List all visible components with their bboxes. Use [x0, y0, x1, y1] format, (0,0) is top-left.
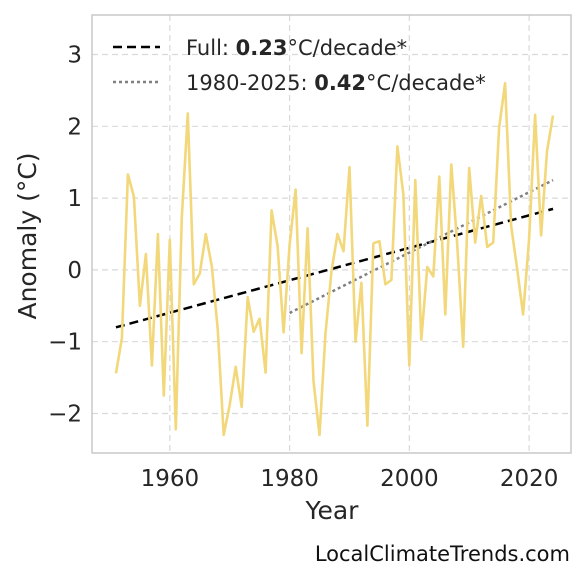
trend-lines [115, 179, 554, 329]
y-tick-label: 2 [67, 114, 82, 140]
legend-value: 0.23 [236, 36, 288, 60]
grid [92, 15, 571, 453]
legend-value: 0.42 [314, 71, 366, 95]
x-tick-label: 1980 [260, 466, 319, 492]
legend-suffix: °C/decade* [288, 36, 408, 60]
x-tick-label: 2000 [380, 466, 439, 492]
x-tick-labels: 1960 1980 2000 2020 [141, 466, 559, 492]
series [114, 81, 555, 437]
recent-trend-line [289, 179, 554, 315]
anomaly-series-line [114, 81, 555, 437]
x-axis-label: Year [305, 496, 360, 525]
y-axis-label: Anomaly (°C) [13, 152, 42, 319]
y-tick-label: −1 [48, 330, 82, 356]
y-tick-label: 3 [67, 42, 82, 68]
legend-prefix: Full: [186, 36, 236, 60]
y-tick-labels: −2 −1 0 1 2 3 [48, 42, 82, 427]
y-tick-label: 0 [67, 258, 82, 284]
plot-frame [91, 14, 572, 454]
legend-entry-recent-trend: 1980-2025: 0.42°C/decade* [186, 71, 486, 95]
x-tick-label: 1960 [141, 466, 200, 492]
legend: Full: 0.23°C/decade* 1980-2025: 0.42°C/d… [113, 36, 486, 95]
full-trend-line [115, 207, 554, 329]
source-credit: LocalClimateTrends.com [315, 542, 570, 566]
legend-entry-full-trend: Full: 0.23°C/decade* [186, 36, 407, 60]
legend-prefix: 1980-2025: [186, 71, 314, 95]
x-tick-label: 2020 [500, 466, 559, 492]
y-tick-label: −2 [48, 402, 82, 428]
y-tick-label: 1 [67, 186, 82, 212]
legend-suffix: °C/decade* [366, 71, 486, 95]
